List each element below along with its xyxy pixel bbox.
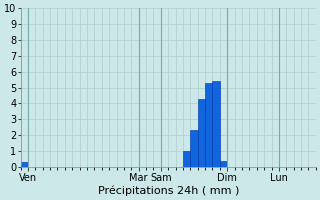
X-axis label: Précipitations 24h ( mm ): Précipitations 24h ( mm ) [98,185,239,196]
Bar [198,99,205,167]
Bar [220,161,227,167]
Bar [190,130,198,167]
Bar [20,162,28,167]
Bar [183,151,190,167]
Bar [212,81,220,167]
Bar [205,83,212,167]
